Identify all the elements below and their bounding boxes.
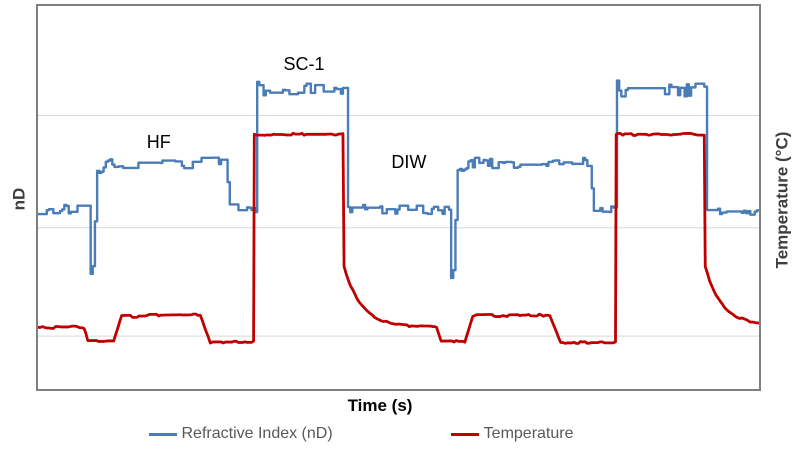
series-temperature: [38, 131, 759, 345]
annotation-diw: DIW: [391, 151, 427, 172]
y-axis-title-right: Temperature (°C): [772, 131, 792, 269]
series-plot: [38, 79, 759, 345]
y-axis-title-left: nD: [9, 187, 29, 211]
legend-item-refractive-index-nd-: Refractive Index (nD): [148, 425, 333, 442]
legend-line-marker: [450, 432, 479, 436]
legend-item-temperature: Temperature: [450, 425, 574, 442]
x-axis-title: Time (s): [347, 396, 413, 415]
annotation-hf: HF: [146, 131, 171, 152]
annotation-sc-1: SC-1: [283, 54, 325, 75]
legend-line-marker: [148, 432, 177, 436]
legend-label: Refractive Index (nD): [181, 425, 333, 442]
legend: Refractive Index (nD) Temperature: [0, 426, 761, 442]
series-refractive-index-nd-: [38, 79, 759, 280]
plot-area: HF SC-1 DIW: [36, 4, 761, 391]
legend-label: Temperature: [483, 425, 574, 442]
